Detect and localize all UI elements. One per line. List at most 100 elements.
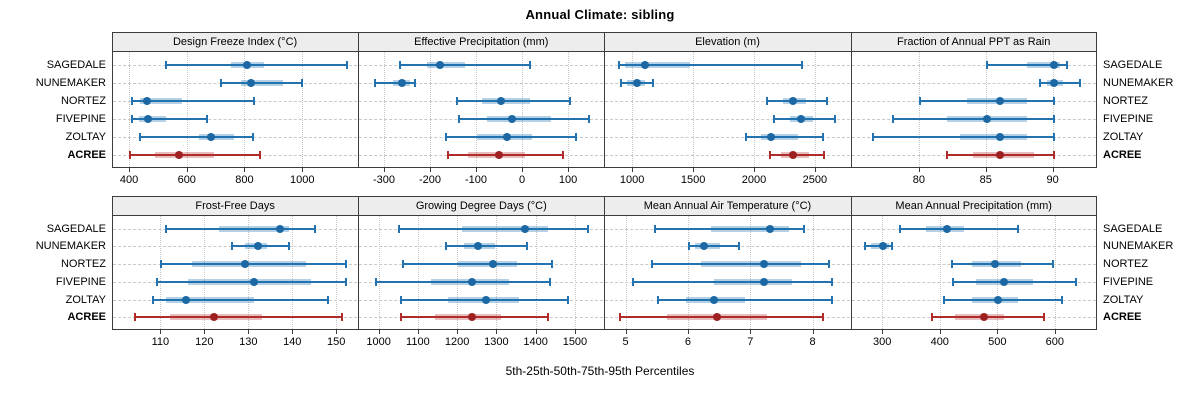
whisker-cap-right <box>551 260 554 269</box>
site-row-label-right: NUNEMAKER <box>1103 76 1174 89</box>
axis-tick <box>129 168 131 172</box>
whisker-cap-left <box>773 115 776 124</box>
whisker-cap-right <box>251 133 254 142</box>
site-row-label-left: FIVEPINE <box>55 113 106 126</box>
whisker-cap-right <box>1017 224 1020 233</box>
chart-title: Annual Climate: sibling <box>525 7 675 22</box>
v-gridline <box>129 52 131 167</box>
whisker-cap-right <box>1052 97 1055 105</box>
iqr-band-25-75 <box>187 278 311 285</box>
whisker-cap-left <box>945 151 948 160</box>
v-gridline <box>985 52 987 167</box>
axis-tick-label: 800 <box>235 174 254 186</box>
site-row-label-left: SAGEDALE <box>46 58 106 71</box>
panel-divider <box>604 52 606 167</box>
v-gridline <box>302 52 304 167</box>
whisker-line-5-95 <box>140 136 253 139</box>
whisker-cap-left <box>164 224 167 233</box>
site-row-label-right: FIVEPINE <box>1103 275 1154 288</box>
site-row-label-left: ZOLTAY <box>65 131 106 144</box>
whisker-line-5-95 <box>399 227 588 230</box>
panel-divider <box>358 52 360 167</box>
v-gridline <box>632 52 634 167</box>
whisker-line-5-95 <box>447 154 564 157</box>
axis-tick-label: 130 <box>239 336 258 348</box>
axis-tick-label: 1000 <box>366 336 391 348</box>
median-dot <box>640 60 649 69</box>
whisker-cap-left <box>219 78 222 87</box>
whisker-cap-left <box>129 151 132 160</box>
strip-divider <box>604 33 606 51</box>
whisker-cap-left <box>618 60 621 69</box>
axis-tick-label: 1000 <box>619 174 645 186</box>
axis-tick-label: 1000 <box>289 174 315 186</box>
axis-tick-label: -200 <box>418 174 441 186</box>
median-dot <box>467 313 476 322</box>
whisker-cap-left <box>155 277 158 286</box>
median-dot <box>242 60 251 69</box>
axis-tick <box>476 168 477 172</box>
axis-tick <box>574 330 576 334</box>
axis-tick-label: 500 <box>988 336 1007 348</box>
iqr-band-25-75 <box>458 261 518 268</box>
iqr-band-25-75 <box>138 116 167 123</box>
panel-strip-label: Growing Degree Days (°C) <box>415 200 547 212</box>
whisker-cap-right <box>258 151 261 160</box>
whisker-line-5-95 <box>657 298 833 301</box>
site-row-label-right: SAGEDALE <box>1103 222 1163 235</box>
whisker-line-5-95 <box>688 245 739 248</box>
median-dot <box>503 133 512 142</box>
panel-mean-annual-air-temperature-c <box>605 216 850 329</box>
panel-strip-label: Mean Annual Air Temperature (°C) <box>643 200 812 212</box>
whisker-line-5-95 <box>220 81 302 84</box>
median-dot <box>996 97 1005 105</box>
whisker-cap-right <box>345 277 347 286</box>
iqr-band-25-75 <box>624 61 690 68</box>
whisker-cap-right <box>1052 133 1055 142</box>
whisker-cap-left <box>151 295 154 304</box>
whisker-cap-left <box>653 224 656 233</box>
median-dot <box>712 313 721 322</box>
panel-strip-label: Design Freeze Index (°C) <box>172 36 298 48</box>
h-gridline <box>851 64 1096 66</box>
site-row-label-left: ZOLTAY <box>65 293 106 306</box>
median-dot <box>1049 78 1058 87</box>
whisker-line-5-95 <box>932 316 1045 319</box>
axis-tick-label: 2000 <box>741 174 767 186</box>
axis-tick <box>625 330 627 334</box>
panel-divider <box>604 216 606 329</box>
whisker-line-5-95 <box>459 118 589 121</box>
v-gridline <box>457 216 459 329</box>
chart-caption: 5th-25th-50th-75th-95th Percentiles <box>505 364 695 378</box>
median-dot <box>709 295 718 304</box>
site-row-label-left: FIVEPINE <box>55 275 106 288</box>
panel-divider <box>850 216 852 329</box>
median-dot <box>879 242 888 251</box>
iqr-band-25-75 <box>218 225 289 232</box>
whisker-line-5-95 <box>457 100 570 102</box>
v-gridline <box>429 52 431 167</box>
axis-tick <box>882 330 884 334</box>
whisker-cap-right <box>300 78 303 87</box>
whisker-cap-left <box>1039 78 1042 87</box>
whisker-line-5-95 <box>1040 81 1081 84</box>
whisker-line-5-95 <box>132 118 208 121</box>
whisker-cap-left <box>445 133 448 142</box>
v-gridline <box>535 216 537 329</box>
whisker-cap-left <box>687 242 690 251</box>
v-gridline <box>248 216 250 329</box>
whisker-cap-right <box>821 313 824 322</box>
site-row-label-left: ACREE <box>67 149 106 162</box>
whisker-line-5-95 <box>654 227 805 230</box>
whisker-cap-left <box>918 97 921 105</box>
whisker-line-5-95 <box>953 280 1076 283</box>
axis-tick <box>687 330 689 334</box>
panel-strip-label: Mean Annual Precipitation (mm) <box>895 200 1052 212</box>
whisker-line-5-95 <box>746 136 824 139</box>
iqr-band-25-75 <box>165 296 254 303</box>
axis-tick <box>248 330 250 334</box>
whisker-cap-right <box>206 115 209 124</box>
v-gridline <box>939 216 941 329</box>
whisker-cap-right <box>823 151 826 160</box>
